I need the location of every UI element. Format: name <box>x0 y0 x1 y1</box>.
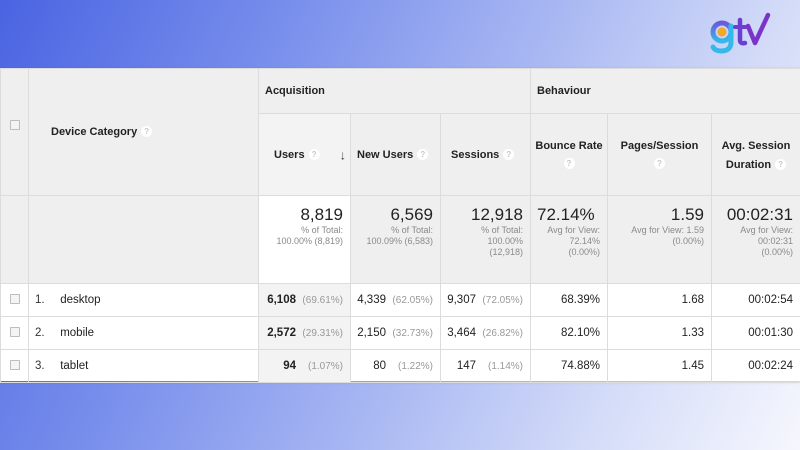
select-all-cell <box>0 68 29 196</box>
help-icon[interactable]: ? <box>563 158 575 170</box>
avg-duration-cell: 00:01:30 <box>711 316 800 350</box>
row-checkbox-cell <box>0 349 29 383</box>
row-checkbox[interactable] <box>9 326 20 337</box>
help-icon[interactable]: ? <box>775 159 787 171</box>
device-link[interactable]: desktop <box>60 294 101 306</box>
sessions-header[interactable]: Sessions? <box>440 113 531 196</box>
device-cell: 2. mobile <box>28 316 259 350</box>
new-users-cell: 2,150 (32.73%) <box>350 316 441 350</box>
help-icon[interactable]: ? <box>503 148 515 160</box>
avg-duration-cell: 00:02:54 <box>711 283 800 317</box>
totals-label-cell <box>28 195 259 284</box>
users-cell: 6,108 (69.61%) <box>258 283 351 317</box>
table-row: 2. mobile 2,572 (29.31%) 2,150 (32.73%) 3,… <box>0 316 800 350</box>
sort-descending-icon[interactable]: ↓ <box>339 147 347 162</box>
users-header-label: Users <box>274 148 305 161</box>
group-acquisition: Acquisition <box>258 68 531 114</box>
avg-session-duration-header[interactable]: Avg. Session Duration? <box>711 113 800 196</box>
device-link[interactable]: mobile <box>60 327 95 339</box>
help-icon[interactable]: ? <box>308 148 320 160</box>
pages-session-cell: 1.68 <box>607 283 712 317</box>
report-table: Device Category? Acquisition Behaviour U… <box>0 68 800 383</box>
device-cell: 3. tablet <box>28 349 259 383</box>
help-icon[interactable]: ? <box>654 158 665 170</box>
totals-checkbox-cell <box>0 195 29 284</box>
gtv-logo-icon <box>710 12 771 54</box>
total-pages-session: 1.59 Avg for View: 1.59 (0.00%) <box>607 195 712 284</box>
gtv-logo <box>708 12 772 54</box>
total-users: 8,819 % of Total: 100.00% (8,819) <box>258 195 351 284</box>
total-bounce-rate: 72.14% Avg for View: 72.14% (0.00%) <box>530 195 608 284</box>
pages-session-cell: 1.33 <box>607 316 712 350</box>
totals-row: 8,819 % of Total: 100.00% (8,819) 6,569 … <box>0 195 800 284</box>
device-link[interactable]: tablet <box>60 360 89 372</box>
sessions-cell: 3,464 (26.82%) <box>440 316 531 350</box>
select-all-checkbox[interactable] <box>9 120 20 130</box>
total-new-users: 6,569 % of Total: 100.09% (6,583) <box>350 195 441 284</box>
bounce-rate-cell: 68.39% <box>530 283 608 317</box>
avg-duration-header-line2: Duration <box>725 158 772 171</box>
bounce-rate-cell: 82.10% <box>530 316 608 350</box>
dimension-header-label: Device Category <box>51 125 138 138</box>
sessions-cell: 147 (1.14%) <box>440 349 531 383</box>
dimension-header[interactable]: Device Category? <box>28 68 259 196</box>
row-checkbox[interactable] <box>9 293 20 304</box>
sessions-header-label: Sessions <box>451 148 500 161</box>
pages-session-cell: 1.45 <box>607 349 712 383</box>
users-header[interactable]: Users? ↓ <box>258 113 351 196</box>
row-checkbox[interactable] <box>9 359 20 370</box>
table-row: 1. desktop 6,108 (69.61%) 4,339 (62.05%) 9… <box>0 283 800 317</box>
bounce-rate-cell: 74.88% <box>530 349 608 383</box>
help-icon[interactable]: ? <box>417 148 429 160</box>
avg-duration-header-line1: Avg. Session <box>721 140 791 152</box>
pages-session-header-label: Pages/Session <box>620 140 699 152</box>
bounce-rate-header[interactable]: Bounce Rate ? <box>530 113 608 196</box>
users-cell: 94 (1.07%) <box>258 349 351 383</box>
users-cell: 2,572 (29.31%) <box>258 316 351 350</box>
new-users-cell: 4,339 (62.05%) <box>350 283 441 317</box>
device-category-report: Device Category? Acquisition Behaviour U… <box>0 68 800 383</box>
help-icon[interactable]: ? <box>141 126 153 138</box>
sessions-cell: 9,307 (72.05%) <box>440 283 531 317</box>
row-checkbox-cell <box>0 316 29 350</box>
row-checkbox-cell <box>0 283 29 317</box>
device-cell: 1. desktop <box>28 283 259 317</box>
total-avg-duration: 00:02:31 Avg for View: 00:02:31 (0.00%) <box>711 195 800 284</box>
total-sessions: 12,918 % of Total: 100.00% (12,918) <box>440 195 531 284</box>
pages-session-header[interactable]: Pages/Session ? <box>607 113 712 196</box>
avg-duration-cell: 00:02:24 <box>711 349 800 383</box>
new-users-header[interactable]: New Users? <box>350 113 441 196</box>
group-behaviour: Behaviour <box>530 68 800 114</box>
bounce-rate-header-label: Bounce Rate <box>535 140 603 152</box>
new-users-header-label: New Users <box>357 148 414 161</box>
new-users-cell: 80 (1.22%) <box>350 349 441 383</box>
table-row: 3. tablet 94 (1.07%) 80 (1.22%) 147 (1.14%)… <box>0 349 800 383</box>
